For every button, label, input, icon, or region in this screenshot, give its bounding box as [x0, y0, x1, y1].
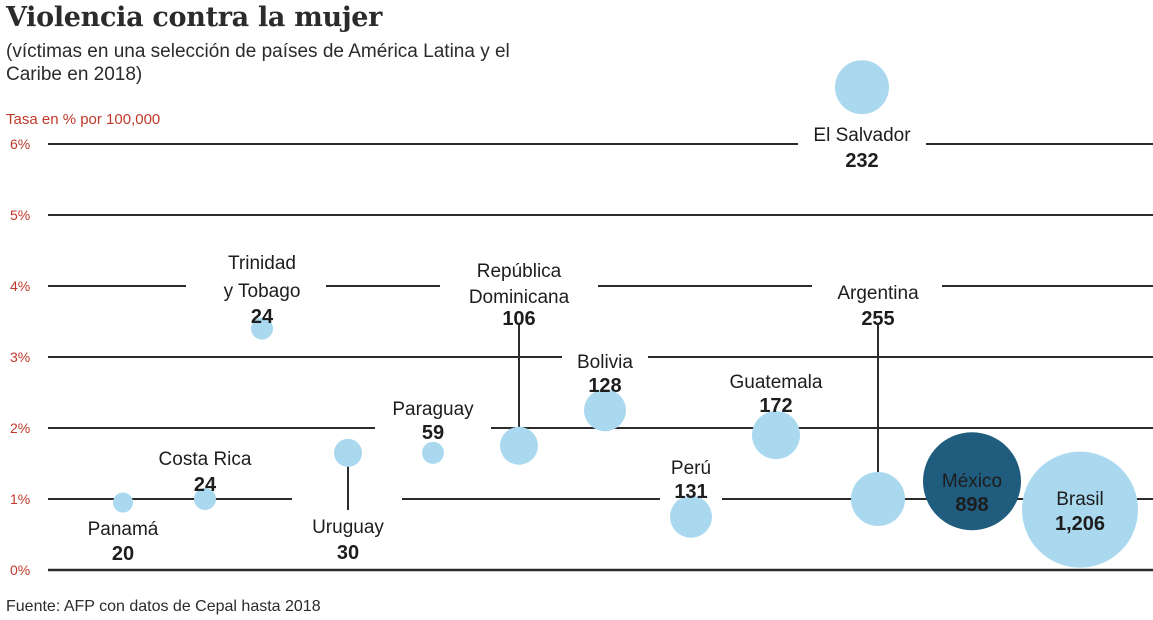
value-label: 24 — [251, 306, 274, 328]
bubble — [752, 411, 800, 460]
bubble — [251, 317, 273, 340]
label-background — [562, 341, 648, 395]
labels: Panamá 20 Costa Rica 24 Trinidad y Tobago 24 Ur… — [88, 125, 1105, 565]
bubble — [422, 441, 444, 464]
bubble — [670, 495, 712, 538]
value-label: 255 — [861, 308, 894, 330]
country-label: Bolivia — [577, 352, 633, 373]
label-background — [712, 361, 840, 415]
value-label: 1,206 — [1055, 513, 1105, 535]
country-label: Paraguay — [392, 399, 474, 420]
source-note: Fuente: AFP con datos de Cepal hasta 201… — [6, 598, 321, 615]
y-tick-label: 5% — [10, 207, 30, 223]
bubble — [851, 472, 905, 526]
label-background — [375, 388, 491, 442]
country-label: Trinidad — [228, 253, 296, 274]
label-background — [78, 508, 170, 560]
y-tick-label: 3% — [10, 349, 30, 365]
label-background — [145, 438, 265, 494]
y-tick-label: 2% — [10, 420, 30, 436]
country-label: Uruguay — [312, 517, 384, 538]
gridlines — [48, 114, 1153, 572]
value-label: 20 — [112, 543, 134, 565]
label-background — [186, 243, 326, 325]
country-label: Argentina — [837, 283, 919, 304]
bubble — [835, 60, 889, 115]
label-background — [812, 272, 942, 328]
y-tick-label: 1% — [10, 491, 30, 507]
y-tick-label: 0% — [10, 562, 30, 578]
value-label: 59 — [422, 422, 444, 444]
country-label: El Salvador — [813, 125, 911, 146]
country-label: Dominicana — [469, 287, 570, 308]
label-background — [660, 447, 722, 501]
country-label: Brasil — [1056, 489, 1104, 510]
label-background — [440, 252, 598, 328]
country-label: y Tobago — [224, 281, 301, 302]
bubble — [113, 492, 133, 513]
country-label: Perú — [671, 458, 711, 479]
country-label: Costa Rica — [159, 449, 252, 470]
chart-subtitle: (víctimas en una selección de países de … — [6, 41, 510, 85]
label-background — [798, 114, 926, 170]
y-axis: Tasa en % por 100,000 0% 1% 2% 3% 4% 5% 6% — [6, 111, 160, 578]
value-label: 232 — [845, 150, 878, 172]
bubble — [1022, 451, 1138, 568]
chart-title: Violencia contra la mujer — [6, 2, 383, 33]
bubble — [584, 389, 626, 432]
y-tick-label: 4% — [10, 278, 30, 294]
value-label: 898 — [955, 494, 988, 516]
value-label: 24 — [194, 474, 217, 496]
country-label: Panamá — [88, 519, 159, 540]
value-label: 172 — [759, 395, 792, 417]
country-label: Guatemala — [730, 372, 823, 393]
value-label: 128 — [588, 375, 621, 397]
value-label: 106 — [502, 308, 535, 330]
value-label: 30 — [337, 542, 359, 564]
value-label: 131 — [674, 481, 707, 503]
bubble — [500, 426, 538, 465]
bubbles — [113, 60, 1138, 568]
bubble — [194, 488, 216, 510]
y-axis-label: Tasa en % por 100,000 — [6, 111, 160, 128]
y-tick-label: 6% — [10, 136, 30, 152]
country-label: República — [477, 261, 562, 282]
bubble — [334, 438, 362, 467]
bubble — [923, 432, 1021, 531]
country-label: México — [942, 471, 1002, 492]
